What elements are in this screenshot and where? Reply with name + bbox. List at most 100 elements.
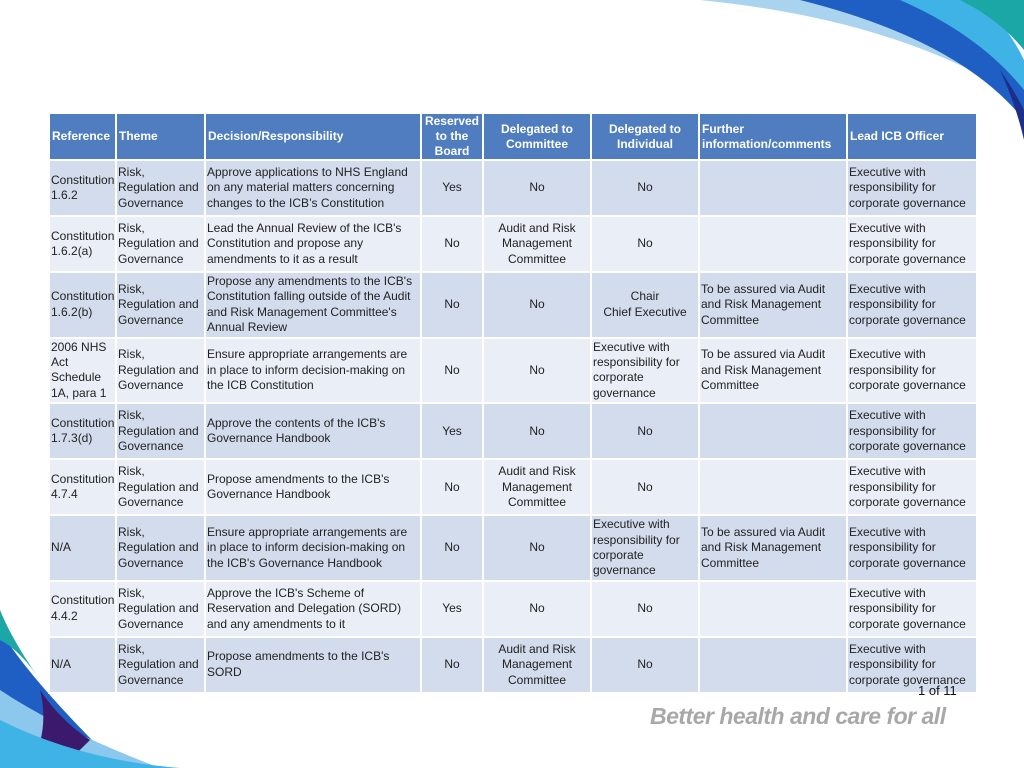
top-right-cyan-swoosh [900,0,1024,90]
bottom-left-cyan-swoosh [0,720,180,768]
cell-reference: Constitution 4.4.2 [48,579,117,638]
cell-lead: Executive with responsibility for corpor… [846,635,978,694]
cell-delegated-committee: Audit and Risk Management Committee [482,458,592,517]
cell-lead: Executive with responsibility for corpor… [846,336,978,405]
table-row: 2006 NHS Act Schedule 1A, para 1 Risk, R… [48,336,978,405]
cell-delegated-individual: Chair Chief Executive [590,271,700,339]
cell-delegated-committee: No [482,336,592,405]
cell-reference: Constitution 1.6.2(a) [48,215,117,273]
cell-theme: Risk, Regulation and Governance [115,579,206,638]
cell-reference: Constitution 1.6.2 [48,159,117,217]
cell-further [698,215,848,273]
cell-delegated-individual: No [590,215,700,273]
header-theme: Theme [115,112,206,161]
cell-theme: Risk, Regulation and Governance [115,458,206,517]
cell-delegated-individual: No [590,579,700,638]
header-reserved: Reserved to the Board [420,112,484,161]
top-right-navy-swoosh [1000,70,1024,140]
cell-delegated-committee: No [482,271,592,339]
table-body: Constitution 1.6.2 Risk, Regulation and … [48,159,978,694]
cell-reserved: No [420,336,484,405]
cell-delegated-committee: No [482,579,592,638]
cell-delegated-individual: No [590,159,700,217]
header-decision: Decision/Responsibility [204,112,422,161]
table-row: Constitution 4.7.4 Risk, Regulation and … [48,458,978,517]
page-number: 1 of 11 [918,683,957,698]
governance-table: Reference Theme Decision/Responsibility … [48,112,978,694]
cell-further [698,159,848,217]
cell-decision: Propose amendments to the ICB's SORD [204,635,422,694]
top-right-blue-swoosh [800,0,1024,120]
cell-further: To be assured via Audit and Risk Managem… [698,336,848,405]
cell-delegated-committee: No [482,402,592,461]
cell-reserved: No [420,458,484,517]
cell-reserved: Yes [420,579,484,638]
table-row: N/A Risk, Regulation and Governance Prop… [48,635,978,694]
header-further: Further information/comments [698,112,848,161]
cell-reference: N/A [48,635,117,694]
cell-delegated-individual: No [590,458,700,517]
cell-lead: Executive with responsibility for corpor… [846,579,978,638]
footer-tagline: Better health and care for all [650,703,946,729]
table-row: Constitution 1.6.2(a) Risk, Regulation a… [48,215,978,273]
cell-delegated-committee: Audit and Risk Management Committee [482,215,592,273]
cell-delegated-individual: Executive with responsibility for corpor… [590,514,700,582]
cell-further: To be assured via Audit and Risk Managem… [698,271,848,339]
header-delegated-committee: Delegated to Committee [482,112,592,161]
cell-reserved: No [420,215,484,273]
table-row: Constitution 4.4.2 Risk, Regulation and … [48,579,978,638]
cell-reserved: No [420,635,484,694]
cell-further [698,458,848,517]
cell-reference: Constitution 4.7.4 [48,458,117,517]
cell-theme: Risk, Regulation and Governance [115,514,206,582]
cell-decision: Approve the ICB's Scheme of Reservation … [204,579,422,638]
cell-decision: Propose any amendments to the ICB's Cons… [204,271,422,339]
cell-further [698,635,848,694]
cell-theme: Risk, Regulation and Governance [115,635,206,694]
cell-delegated-committee: No [482,159,592,217]
cell-theme: Risk, Regulation and Governance [115,336,206,405]
cell-decision: Lead the Annual Review of the ICB's Cons… [204,215,422,273]
cell-decision: Ensure appropriate arrangements are in p… [204,514,422,582]
cell-theme: Risk, Regulation and Governance [115,215,206,273]
header-lead: Lead ICB Officer [846,112,978,161]
top-right-teal-swoosh [960,0,1024,50]
bottom-left-purple-swoosh [30,690,90,768]
cell-reference: N/A [48,514,117,582]
cell-decision: Propose amendments to the ICB's Governan… [204,458,422,517]
table-row: Constitution 1.7.3(d) Risk, Regulation a… [48,402,978,461]
header-reference: Reference [48,112,117,161]
cell-further [698,402,848,461]
cell-lead: Executive with responsibility for corpor… [846,215,978,273]
cell-lead: Executive with responsibility for corpor… [846,514,978,582]
cell-further [698,579,848,638]
cell-lead: Executive with responsibility for corpor… [846,159,978,217]
table-row: Constitution 1.6.2(b) Risk, Regulation a… [48,271,978,339]
cell-delegated-committee: Audit and Risk Management Committee [482,635,592,694]
cell-delegated-individual: Executive with responsibility for corpor… [590,336,700,405]
table-header-row: Reference Theme Decision/Responsibility … [48,112,978,161]
cell-reference: Constitution 1.7.3(d) [48,402,117,461]
cell-delegated-individual: No [590,635,700,694]
cell-reference: Constitution 1.6.2(b) [48,271,117,339]
cell-delegated-individual: No [590,402,700,461]
cell-decision: Ensure appropriate arrangements are in p… [204,336,422,405]
cell-decision: Approve applications to NHS England on a… [204,159,422,217]
bottom-left-lightblue-swoosh [0,690,160,768]
cell-decision: Approve the contents of the ICB's Govern… [204,402,422,461]
bottom-left-teal-swoosh [0,610,40,680]
cell-further: To be assured via Audit and Risk Managem… [698,514,848,582]
cell-lead: Executive with responsibility for corpor… [846,458,978,517]
header-delegated-individual: Delegated to Individual [590,112,700,161]
cell-theme: Risk, Regulation and Governance [115,402,206,461]
cell-lead: Executive with responsibility for corpor… [846,271,978,339]
top-right-lightblue-swoosh [700,0,1024,100]
table-row: N/A Risk, Regulation and Governance Ensu… [48,514,978,582]
cell-theme: Risk, Regulation and Governance [115,271,206,339]
cell-delegated-committee: No [482,514,592,582]
cell-reference: 2006 NHS Act Schedule 1A, para 1 [48,336,117,405]
cell-theme: Risk, Regulation and Governance [115,159,206,217]
table-row: Constitution 1.6.2 Risk, Regulation and … [48,159,978,217]
top-right-purple-swoosh [940,0,1024,30]
cell-reserved: No [420,514,484,582]
